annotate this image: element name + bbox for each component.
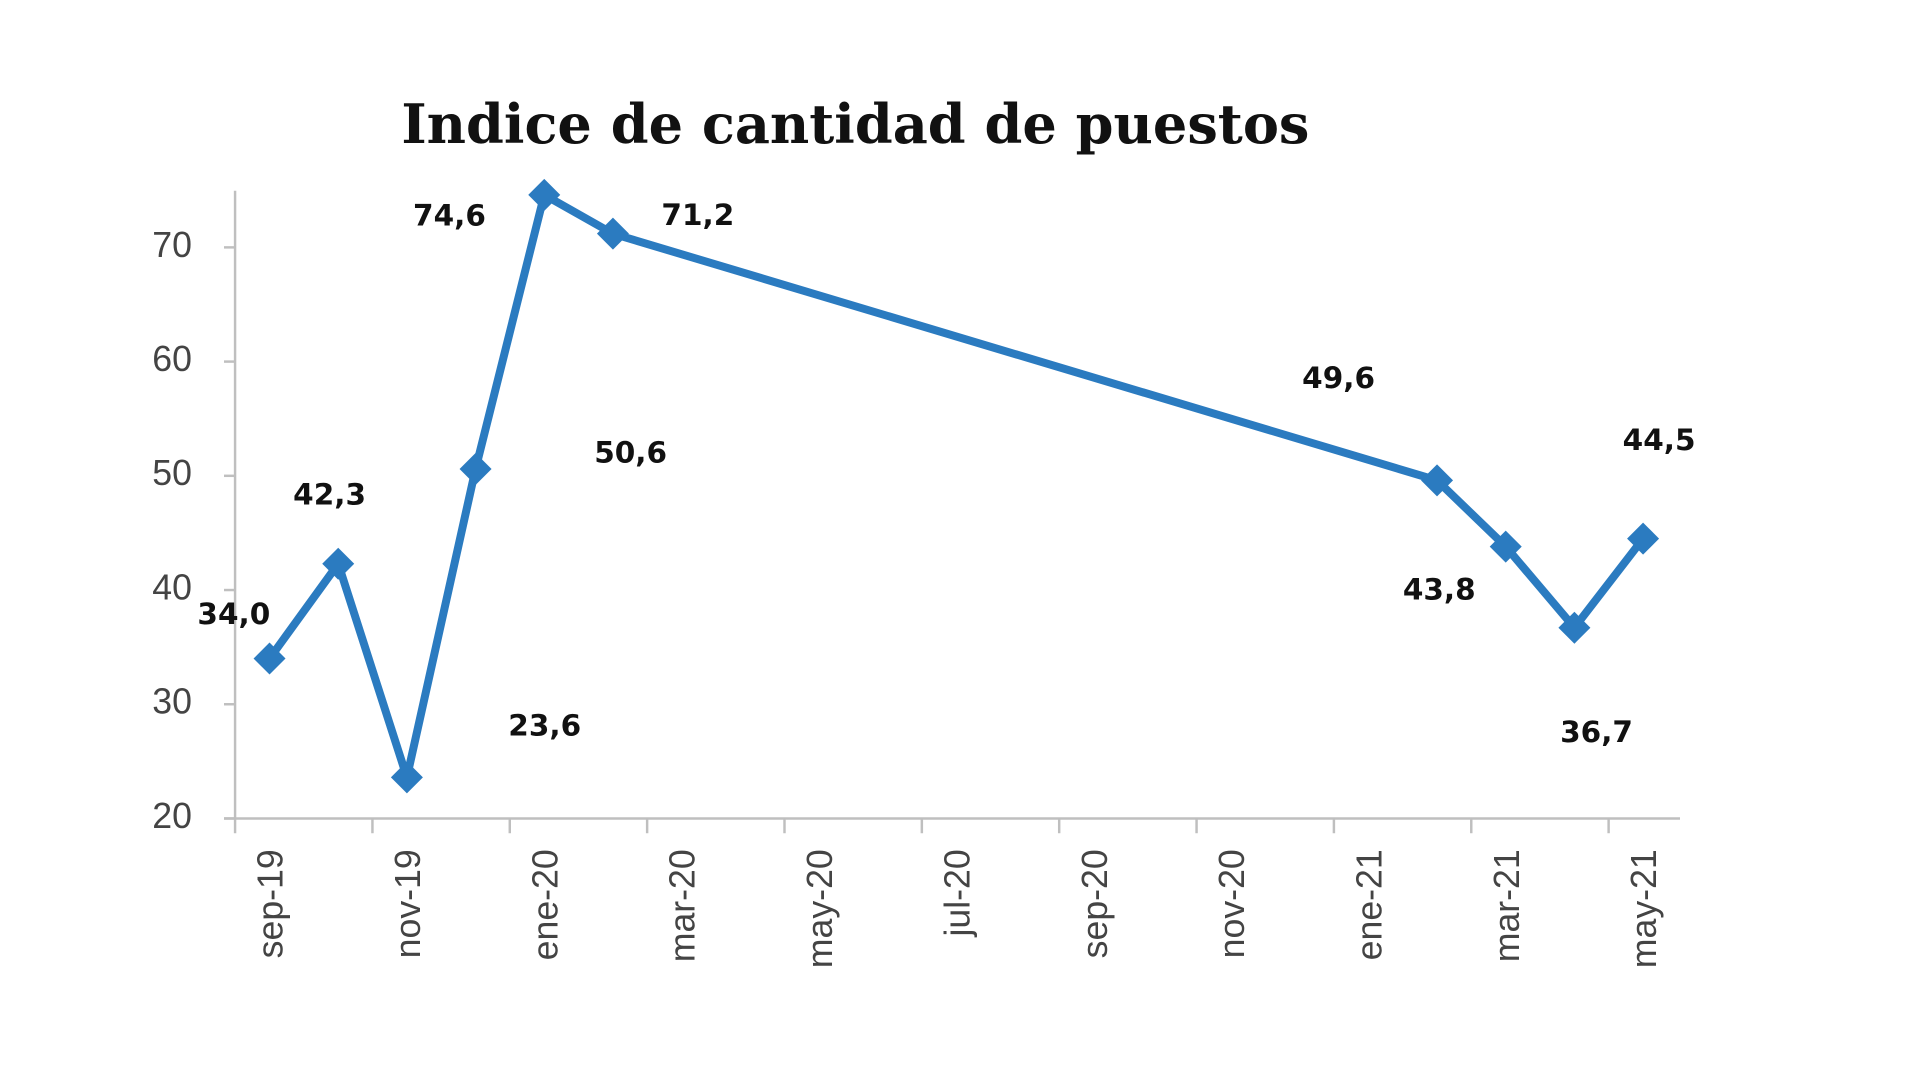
data-point-marker xyxy=(1558,611,1591,644)
x-tick-label: may-20 xyxy=(800,849,840,968)
x-tick-label: jul-20 xyxy=(937,849,977,937)
data-point-marker xyxy=(322,547,355,580)
x-tick-label: mar-21 xyxy=(1487,849,1527,962)
x-tick-label: nov-19 xyxy=(388,849,428,958)
x-tick-label: nov-20 xyxy=(1212,849,1252,958)
data-label: 43,8 xyxy=(1403,572,1476,606)
series-line xyxy=(253,178,1660,794)
data-label: 36,7 xyxy=(1560,715,1633,749)
y-tick-label: 30 xyxy=(152,682,192,722)
data-label: 49,6 xyxy=(1302,361,1375,395)
y-tick-label: 60 xyxy=(152,339,192,379)
series-line-path xyxy=(266,190,1647,782)
axes: 20 30 40 50 60 70 sep-19 nov-19 ene-20 mar-20 may-… xyxy=(152,190,1680,968)
data-point-marker xyxy=(253,642,286,675)
y-tick-label: 70 xyxy=(152,225,192,265)
data-label: 74,6 xyxy=(413,198,486,232)
data-point-marker xyxy=(596,217,629,250)
x-tick-label: ene-21 xyxy=(1349,849,1389,960)
data-point-marker xyxy=(459,452,492,485)
data-label: 71,2 xyxy=(661,198,734,232)
data-label: 34,0 xyxy=(197,597,270,631)
x-tick-label: may-21 xyxy=(1624,849,1664,968)
x-tick-label: sep-20 xyxy=(1075,849,1115,958)
data-label: 50,6 xyxy=(594,436,667,470)
data-label: 44,5 xyxy=(1623,423,1696,457)
data-label: 42,3 xyxy=(293,478,366,512)
x-tick-label: mar-20 xyxy=(663,849,703,962)
chart-title: Indice de cantidad de puestos xyxy=(401,92,1309,156)
data-point-marker xyxy=(1627,522,1660,555)
data-labels: 34,0 42,3 23,6 50,6 74,6 71,2 49,6 43,8 36,7 44,5 xyxy=(197,198,1695,749)
y-tick-label: 20 xyxy=(152,796,192,836)
data-label: 23,6 xyxy=(508,708,581,742)
y-tick-label: 40 xyxy=(152,567,192,607)
data-point-marker xyxy=(1421,464,1454,497)
x-tick-label: ene-20 xyxy=(525,849,565,960)
data-point-marker xyxy=(528,178,561,211)
x-tick-label: sep-19 xyxy=(251,849,291,958)
y-tick-label: 50 xyxy=(152,453,192,493)
data-point-marker xyxy=(390,761,423,794)
data-point-marker xyxy=(1489,530,1522,563)
